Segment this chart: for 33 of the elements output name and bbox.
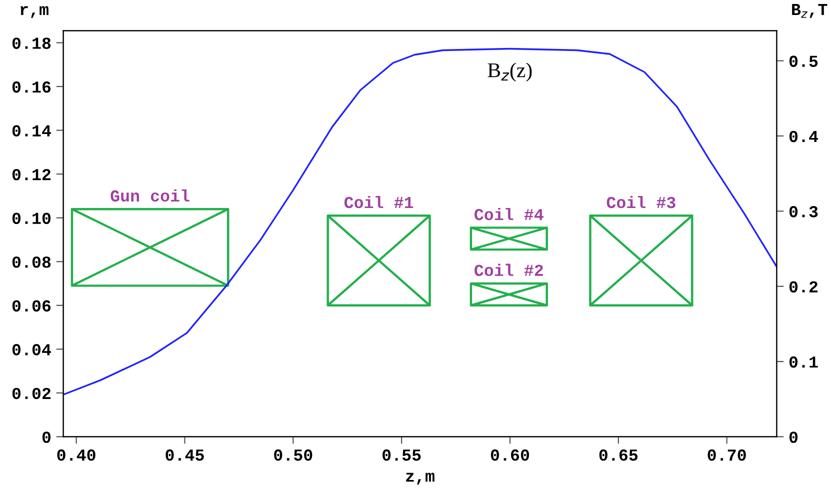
- y2-tick-label: 0.4: [789, 130, 818, 142]
- y-tick-label: 0.08: [12, 256, 51, 268]
- series-label: Coil #1: [344, 196, 414, 208]
- series-label: Coil #3: [606, 196, 676, 208]
- y2-tick-label: 0.1: [789, 356, 818, 368]
- y-tick-label: 0: [42, 432, 51, 443]
- x-tick-label: 0.65: [599, 449, 638, 461]
- y-tick-label: 0.12: [12, 168, 51, 180]
- series-label: Gun coil: [110, 189, 190, 202]
- x-tick-label: 0.50: [274, 449, 312, 461]
- y2-tick-label: 0.3: [789, 206, 818, 218]
- x-tick-label: 0.60: [490, 449, 530, 461]
- line-series: [63, 48, 777, 396]
- x-tick-label: 0.40: [57, 449, 96, 461]
- y2-axis-title: B$_{z}$,T: [792, 4, 828, 18]
- y-tick-label: 0.14: [12, 125, 51, 136]
- y2-tick-label: 0: [789, 432, 798, 443]
- series-label: Coil #4: [474, 208, 544, 220]
- y-tick-label: 0.04: [12, 344, 51, 356]
- y2-tick-label: 0.5: [789, 56, 818, 67]
- y-tick-label: 0.02: [12, 388, 51, 400]
- y-tick-label: 0.06: [12, 300, 51, 312]
- x-tick-label: 0.70: [708, 449, 746, 461]
- x-axis-title: z,m: [406, 472, 434, 485]
- y-tick-label: 0.18: [12, 38, 51, 49]
- y-tick-label: 0.10: [12, 212, 51, 224]
- x-tick-label: 0.55: [382, 449, 421, 461]
- y2-tick-label: 0.2: [789, 281, 818, 293]
- series-label: B$_{z}$(z): [488, 62, 532, 82]
- y-axis-title: r,m: [20, 6, 48, 18]
- series-label: Coil #2: [474, 264, 543, 276]
- y-tick-label: 0.16: [12, 81, 51, 93]
- x-tick-label: 0.45: [166, 449, 204, 461]
